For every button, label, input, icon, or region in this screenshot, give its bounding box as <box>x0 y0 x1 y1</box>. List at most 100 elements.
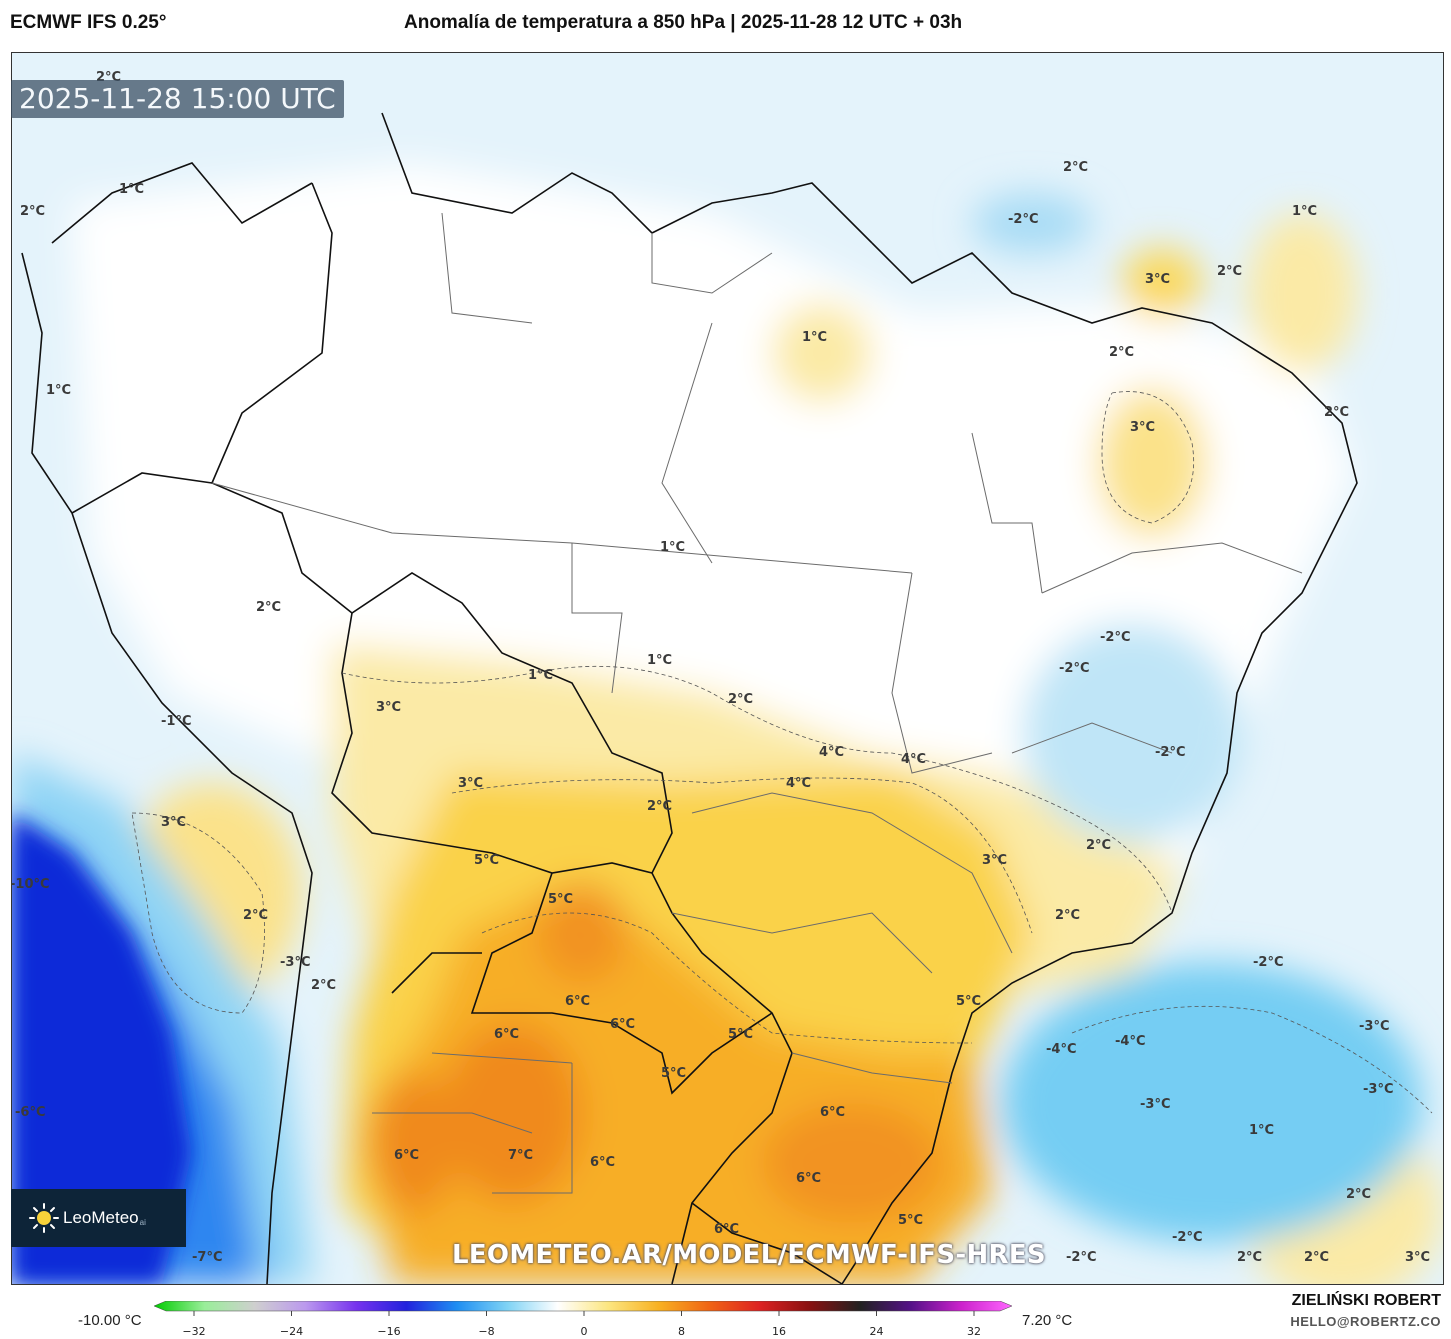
legend-tick-label: −16 <box>377 1325 400 1337</box>
contour-label: -2°C <box>1155 745 1185 760</box>
anomaly-map: 2°C 1°C 2°C 1°C -2°C 2°C 1°C 3°C 2°C 1°C 2°C 2°C 3°C… <box>12 53 1443 1284</box>
contour-label: 6°C <box>796 1171 821 1186</box>
contour-label: -2°C <box>1008 212 1038 227</box>
contour-label: 3°C <box>376 700 401 715</box>
legend-ticks: −32 −24 −16 −8 0 8 16 24 32 <box>182 1311 981 1337</box>
contour-label: 1°C <box>528 668 553 683</box>
border-argentina <box>391 952 482 994</box>
legend-tick-label: 0 <box>581 1325 588 1337</box>
contour-label: 4°C <box>819 745 844 760</box>
very-hot-cell <box>537 883 627 983</box>
contour-label: 2°C <box>256 600 281 615</box>
contour-label: 5°C <box>898 1213 923 1228</box>
contour-label: -2°C <box>1100 630 1130 645</box>
contour-label: -3°C <box>1363 1082 1393 1097</box>
country-borders <box>21 112 1358 1284</box>
strong-cold-area <box>12 813 192 1284</box>
color-legend: −32 −24 −16 −8 0 8 16 24 32 <box>154 1301 1013 1337</box>
border-colombia <box>51 162 313 244</box>
border-paraguay <box>470 872 773 1095</box>
contour-label: 2°C <box>1304 1250 1329 1265</box>
contour-label: 7°C <box>508 1148 533 1163</box>
contour-label: -1°C <box>161 714 191 729</box>
contour-label: 3°C <box>1145 272 1170 287</box>
model-name: ECMWF IFS 0.25° <box>10 12 167 33</box>
contour-label: 2°C <box>728 692 753 707</box>
contour-label: 2°C <box>1237 1250 1262 1265</box>
legend-tick-label: −32 <box>182 1325 205 1337</box>
legend-tick-label: 32 <box>967 1325 981 1337</box>
contour-label: -4°C <box>1046 1042 1076 1057</box>
contour-label: 1°C <box>1292 204 1317 219</box>
contour-label: 2°C <box>1063 160 1088 175</box>
warm-patch <box>1097 388 1207 538</box>
sun-icon <box>29 1203 59 1233</box>
author-email: HELLO@ROBERTZ.CO <box>1290 1314 1441 1329</box>
contour-label: -10°C <box>12 877 50 892</box>
contour-label: 2°C <box>1109 345 1134 360</box>
contour-label: 4°C <box>786 776 811 791</box>
warm-patch <box>772 303 872 403</box>
border-bolivia <box>331 612 653 874</box>
contour-label: 2°C <box>1086 838 1111 853</box>
contour-label: 5°C <box>956 994 981 1009</box>
map-title: Anomalía de temperatura a 850 hPa | 2025… <box>404 12 963 33</box>
legend-tick-label: 16 <box>772 1325 786 1337</box>
contour-label: 5°C <box>474 853 499 868</box>
contour-label: 3°C <box>458 776 483 791</box>
logo-text: LeoMeteo <box>63 1208 139 1227</box>
contour-label: 2°C <box>311 978 336 993</box>
warm-patch <box>1247 213 1357 373</box>
atlantic-cool-area <box>1022 623 1242 843</box>
warm-patch <box>1122 248 1202 318</box>
contour-label: 6°C <box>590 1155 615 1170</box>
contour-label: 6°C <box>610 1017 635 1032</box>
contour-label: -3°C <box>1140 1097 1170 1112</box>
legend-min-label: -10.00 °C <box>78 1312 142 1329</box>
contour-label: 6°C <box>820 1105 845 1120</box>
contour-label: -7°C <box>192 1250 222 1265</box>
contour-label: -2°C <box>1253 955 1283 970</box>
contour-label: -2°C <box>1059 661 1089 676</box>
border-uruguay <box>691 1202 843 1284</box>
contour-label-layer: 2°C 1°C 2°C 1°C -2°C 2°C 1°C 3°C 2°C 1°C 2°C 2°C 3°C… <box>12 70 1430 1265</box>
contour-label: -3°C <box>1359 1019 1389 1034</box>
contour-label: 2°C <box>243 908 268 923</box>
source-watermark: LEOMETEO.AR/MODEL/ECMWF-IFS-HRES <box>452 1240 1046 1270</box>
leometeo-logo: LeoMeteo ai <box>11 1189 186 1247</box>
border-peru <box>71 472 213 514</box>
border-brazil-west <box>210 182 793 1284</box>
valid-time-badge: 2025-11-28 15:00 UTC <box>11 80 344 118</box>
contour-label: 2°C <box>1346 1187 1371 1202</box>
atlantic-cool-area <box>972 193 1092 253</box>
state-borders <box>211 212 1303 1194</box>
contour-label: 1°C <box>660 540 685 555</box>
contour-label: 1°C <box>647 653 672 668</box>
contour-label: 3°C <box>161 815 186 830</box>
legend-gradient-bar <box>154 1301 1013 1312</box>
contour-label: 6°C <box>714 1222 739 1237</box>
legend-tick-label: −8 <box>478 1325 494 1337</box>
very-hot-cell <box>367 1073 457 1213</box>
legend-tick-label: 24 <box>870 1325 884 1337</box>
contour-label: -6°C <box>15 1105 45 1120</box>
contour-label: 1°C <box>119 182 144 197</box>
contour-label: 1°C <box>46 383 71 398</box>
contour-label: 1°C <box>1249 1123 1274 1138</box>
very-hot-cell <box>442 1023 582 1203</box>
contour-label: 2°C <box>1217 264 1242 279</box>
contour-label: 2°C <box>1324 405 1349 420</box>
contour-label: 2°C <box>647 799 672 814</box>
contour-label: 6°C <box>565 994 590 1009</box>
legend-max-label: 7.20 °C <box>1022 1312 1073 1329</box>
logo-suffix: ai <box>139 1217 146 1227</box>
contour-label: 3°C <box>1405 1250 1430 1265</box>
contour-label: 3°C <box>1130 420 1155 435</box>
border-guianas <box>381 112 873 244</box>
contour-label: 6°C <box>394 1148 419 1163</box>
map-view[interactable]: 2°C 1°C 2°C 1°C -2°C 2°C 1°C 3°C 2°C 1°C 2°C 2°C 3°C… <box>11 52 1444 1285</box>
very-hot-cell <box>762 1103 942 1223</box>
contour-label: -2°C <box>1066 1250 1096 1265</box>
contour-label: 1°C <box>802 330 827 345</box>
contour-label: 3°C <box>982 853 1007 868</box>
